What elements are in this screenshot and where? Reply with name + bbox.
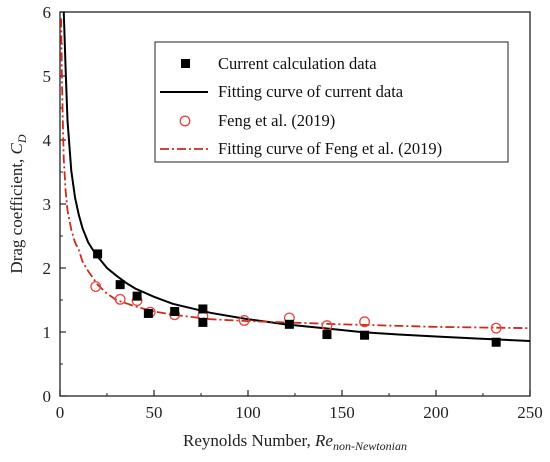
current-data-point: [198, 317, 208, 327]
current-data-point: [132, 291, 142, 301]
feng-data-point: [114, 293, 126, 305]
x-tick-label: 250: [517, 403, 543, 422]
x-tick-label: 100: [235, 403, 261, 422]
x-axis-ticks: 0 50 100 150 200 250: [56, 390, 543, 422]
y-tick-label: 2: [43, 259, 52, 278]
x-tick-label: 50: [146, 403, 163, 422]
legend-label-feng-data: Feng et al. (2019): [218, 111, 335, 130]
current-data-point: [143, 308, 153, 318]
current-data-point: [491, 337, 501, 347]
x-tick-label: 0: [56, 403, 65, 422]
legend: Current calculation data Fitting curve o…: [154, 41, 509, 163]
current-data-point: [93, 249, 103, 259]
x-tick-label: 150: [329, 403, 355, 422]
x-axis-label: Reynolds Number, Renon-Newtonian: [183, 431, 407, 453]
current-data-point: [284, 319, 294, 329]
feng-data-point: [359, 316, 371, 328]
y-tick-label: 0: [43, 387, 52, 406]
current-fit-curve: [62, 12, 530, 342]
y-tick-label: 1: [43, 323, 52, 342]
feng-fit-curve: [60, 18, 530, 330]
feng-data-point: [490, 322, 502, 334]
y-tick-label: 4: [43, 131, 52, 150]
y-axis-ticks: 0 1 2 3 4 5 6: [43, 3, 66, 406]
y-tick-label: 3: [43, 195, 52, 214]
current-data-point: [198, 304, 208, 314]
legend-box: [154, 41, 509, 163]
legend-label-current-data: Current calculation data: [218, 54, 377, 73]
legend-label-current-fit: Fitting curve of current data: [218, 82, 404, 101]
current-data-point: [360, 330, 370, 340]
x-tick-label: 200: [423, 403, 449, 422]
current-data-point: [170, 307, 180, 317]
legend-marker-current-data: [181, 59, 190, 68]
feng-data-point: [238, 315, 250, 326]
y-tick-label: 5: [43, 67, 52, 86]
y-tick-label: 6: [43, 3, 52, 22]
y-axis-label: Drag coefficient, CD: [7, 134, 29, 273]
current-data-point: [322, 330, 332, 340]
legend-label-feng-fit: Fitting curve of Feng et al. (2019): [218, 139, 442, 158]
series-layer: [60, 12, 530, 347]
feng-data-point: [90, 281, 102, 293]
legend-marker-feng-data: [179, 115, 191, 127]
current-data-point: [115, 280, 125, 290]
